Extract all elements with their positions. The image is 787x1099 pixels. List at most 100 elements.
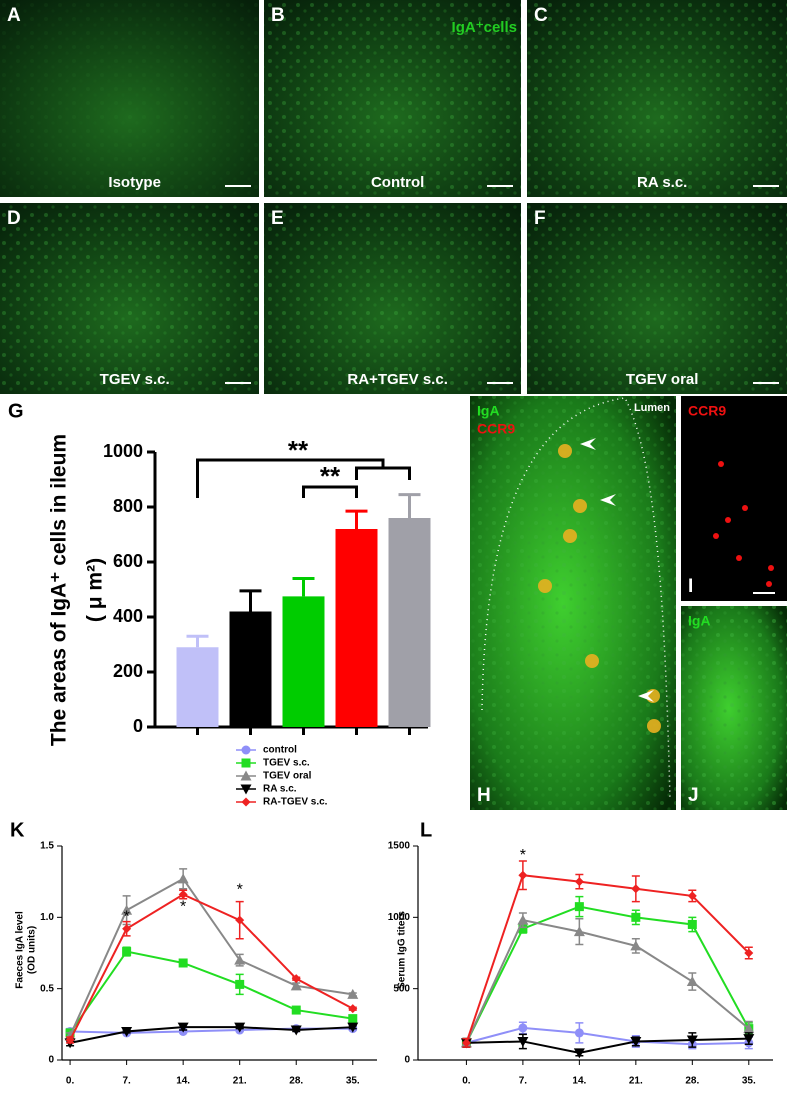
x-tick-label: 28. (685, 1076, 699, 1087)
legend-marker (240, 784, 252, 795)
x-tick-label: 7. (122, 1076, 131, 1087)
micrograph: I CCR9 (681, 396, 787, 601)
series (65, 889, 358, 1045)
line (69, 950, 353, 1034)
panel-letter: E (271, 208, 284, 229)
panel-letter: F (534, 208, 546, 229)
bar-chart: G 0 200 400 600 800 1000 The areas of IgA⁺ cell… (8, 400, 431, 746)
cell-texture (264, 203, 521, 394)
micrograph: J IgA (681, 606, 787, 810)
cell-texture (681, 606, 787, 810)
marker (461, 1038, 471, 1048)
marker (517, 1036, 529, 1047)
significance-label: * (180, 899, 186, 916)
caption: RA s.c. (637, 174, 687, 191)
marker (574, 877, 584, 887)
legend-marker (241, 745, 251, 755)
arrowhead (600, 494, 616, 506)
significance-label: ** (320, 461, 341, 491)
panel-letter: B (271, 5, 285, 26)
significance-label: * (123, 909, 129, 926)
x-tick-label: 0. (462, 1076, 471, 1087)
caption: Control (371, 174, 424, 191)
cell-texture (470, 396, 676, 810)
line-chart: K 0 0.5 1.0 1.5 0. 7. 14. 21. 28. 35. Faeces IgA le… (10, 745, 377, 1087)
micrograph: D TGEV s.c. (0, 203, 259, 394)
cell-texture (264, 0, 521, 197)
y-tick-label: 200 (113, 661, 143, 681)
arrowhead (638, 690, 654, 702)
x-tick-label: 21. (629, 1076, 643, 1087)
marker (686, 976, 698, 987)
marker (122, 924, 132, 934)
marker (347, 988, 359, 999)
bar (229, 611, 272, 727)
bar (388, 518, 431, 727)
cell-texture (527, 0, 787, 197)
ccr9-cell (766, 581, 772, 587)
series (461, 860, 754, 1048)
marker (573, 1048, 585, 1059)
marker (177, 1022, 189, 1033)
x-tick-label: 28. (289, 1076, 303, 1087)
significance-label: * (520, 847, 526, 864)
marker (574, 1028, 584, 1038)
marker (686, 1035, 698, 1046)
marker (348, 1004, 358, 1014)
marker (235, 979, 245, 989)
marker (631, 884, 641, 894)
stain-label: IgA⁺cells (452, 19, 517, 36)
ccr9-cell (713, 533, 719, 539)
bar (176, 647, 219, 727)
marker (291, 974, 301, 984)
line (466, 1026, 749, 1046)
marker (517, 914, 529, 925)
cell-texture (527, 203, 787, 394)
y-axis-label: ( μ m²) (84, 558, 107, 622)
line (69, 893, 354, 1041)
significance-label: * (237, 881, 243, 898)
ccr9-cell (563, 529, 577, 543)
marker (291, 1005, 301, 1015)
x-tick-label: 14. (176, 1076, 190, 1087)
ccr9-cell (558, 444, 572, 458)
panel-letter: C (534, 5, 548, 26)
charts: G 0 200 400 600 800 1000 The areas of IgA⁺ cell… (8, 400, 773, 1087)
marker (518, 870, 528, 880)
y-axis-label: (OD units) (27, 926, 38, 974)
y-tick-label: 1.0 (40, 912, 54, 923)
ccr9-cell (768, 565, 774, 571)
line (465, 919, 750, 1044)
stain-label: IgA (688, 613, 711, 629)
caption: TGEV oral (626, 371, 699, 388)
x-tick-label: 14. (572, 1076, 586, 1087)
y-tick-label: 1000 (103, 441, 143, 461)
line-chart: L 0 500 1000 1500 0. 7. 14. 21. 28. 35. Serum IgG t… (388, 819, 773, 1087)
x-tick-label: 21. (233, 1076, 247, 1087)
marker (630, 1036, 642, 1047)
marker (122, 947, 132, 957)
stain-label: CCR9 (688, 403, 726, 419)
panel-letter: L (420, 819, 432, 841)
y-axis-label: Serum IgG titers (397, 911, 408, 989)
y-tick-label: 600 (113, 551, 143, 571)
line (465, 874, 750, 1044)
ccr9-cell (742, 505, 748, 511)
ccr9-cell (646, 689, 660, 703)
panel-letter: D (7, 208, 21, 229)
legend-marker (241, 758, 251, 768)
line (69, 877, 353, 1037)
significance-bracket (302, 485, 358, 498)
line (466, 1037, 749, 1054)
legend-marker (240, 770, 252, 781)
stain-label: IgA (477, 403, 500, 419)
arrowhead (580, 438, 596, 450)
marker (290, 1025, 302, 1036)
ccr9-cell (647, 719, 661, 733)
micrograph: B Control IgA⁺cells (264, 0, 521, 197)
legend-label: TGEV s.c. (263, 758, 310, 769)
y-tick-label: 0 (48, 1055, 54, 1066)
y-tick-label: 800 (113, 496, 143, 516)
legend-marker (241, 797, 251, 807)
